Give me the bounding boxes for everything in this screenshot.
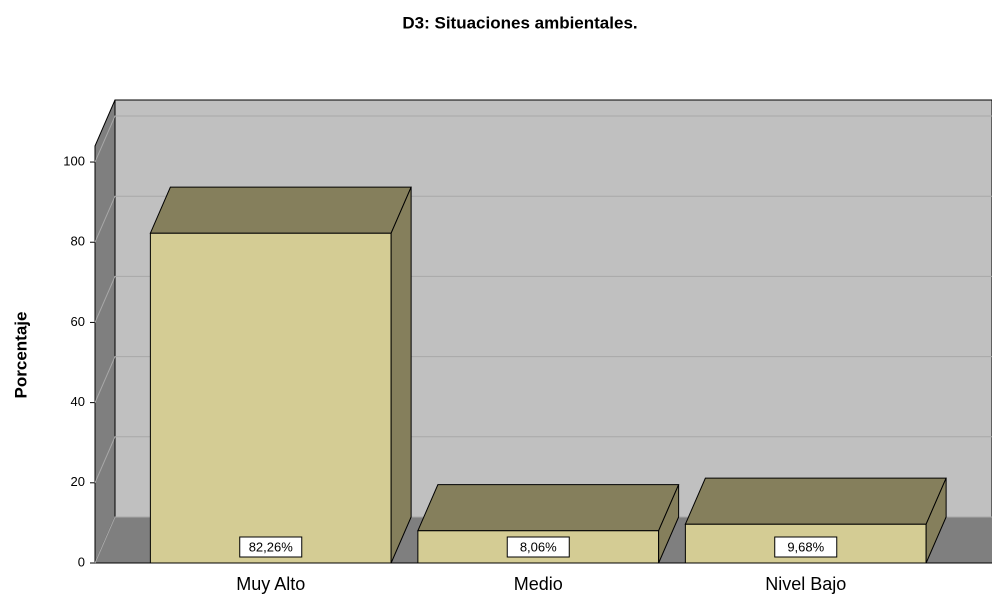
bar-side [390, 186, 412, 564]
grid-line [94, 275, 992, 323]
y-tick-label: 0 [78, 554, 85, 569]
grid-line [94, 356, 992, 403]
bar-top [417, 484, 680, 532]
value-label: 8,06% [520, 539, 557, 554]
x-tick-label: Medio [514, 574, 563, 594]
y-tick-label: 80 [71, 234, 85, 249]
left-wall [94, 99, 116, 564]
bar-side [658, 484, 680, 564]
y-axis-label: Porcentaje [11, 312, 30, 399]
bar-side [925, 477, 947, 564]
value-label-box [506, 536, 570, 558]
x-tick-label: Muy Alto [236, 574, 305, 594]
value-label: 9,68% [787, 539, 824, 554]
y-tick-label: 20 [71, 474, 85, 489]
bar-top [149, 186, 412, 234]
value-label: 82,26% [249, 539, 294, 554]
grid-line [94, 195, 992, 243]
value-label-box [239, 536, 303, 558]
y-tick-label: 100 [63, 153, 85, 168]
grid-line [94, 115, 992, 163]
bar [149, 186, 412, 564]
bar-top [684, 477, 947, 525]
y-tick-label: 60 [71, 314, 85, 329]
grid-line [94, 436, 992, 484]
y-tick-label: 40 [71, 394, 85, 409]
x-tick-label: Nivel Bajo [765, 574, 846, 594]
chart-title: D3: Situaciones ambientales. [402, 13, 637, 32]
bar-front [149, 232, 392, 564]
value-label-box [774, 536, 838, 558]
